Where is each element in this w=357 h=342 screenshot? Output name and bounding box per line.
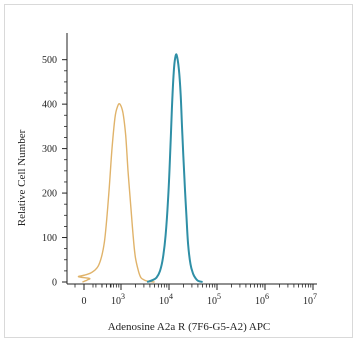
histogram-series-2 [146,53,203,283]
x-tick-label: 104 [159,292,173,307]
y-tick-label: 0 [52,278,57,289]
x-tick-label: 106 [255,292,269,307]
y-axis-title: Relative Cell Number [16,129,28,226]
x-tick-label: 107 [303,292,317,307]
x-tick-label: 0 [82,296,87,307]
y-tick-label: 300 [42,144,57,155]
histogram-series-1 [77,102,155,283]
x-axis-title: Adenosine A2a R (7F6-G5-A2) APC [108,321,271,333]
y-tick-label: 400 [42,100,57,111]
y-tick-label: 100 [42,233,57,244]
y-tick-label: 500 [42,55,57,66]
y-tick-label: 200 [42,189,57,200]
x-tick-label: 105 [207,292,221,307]
x-tick-label: 103 [111,292,125,307]
